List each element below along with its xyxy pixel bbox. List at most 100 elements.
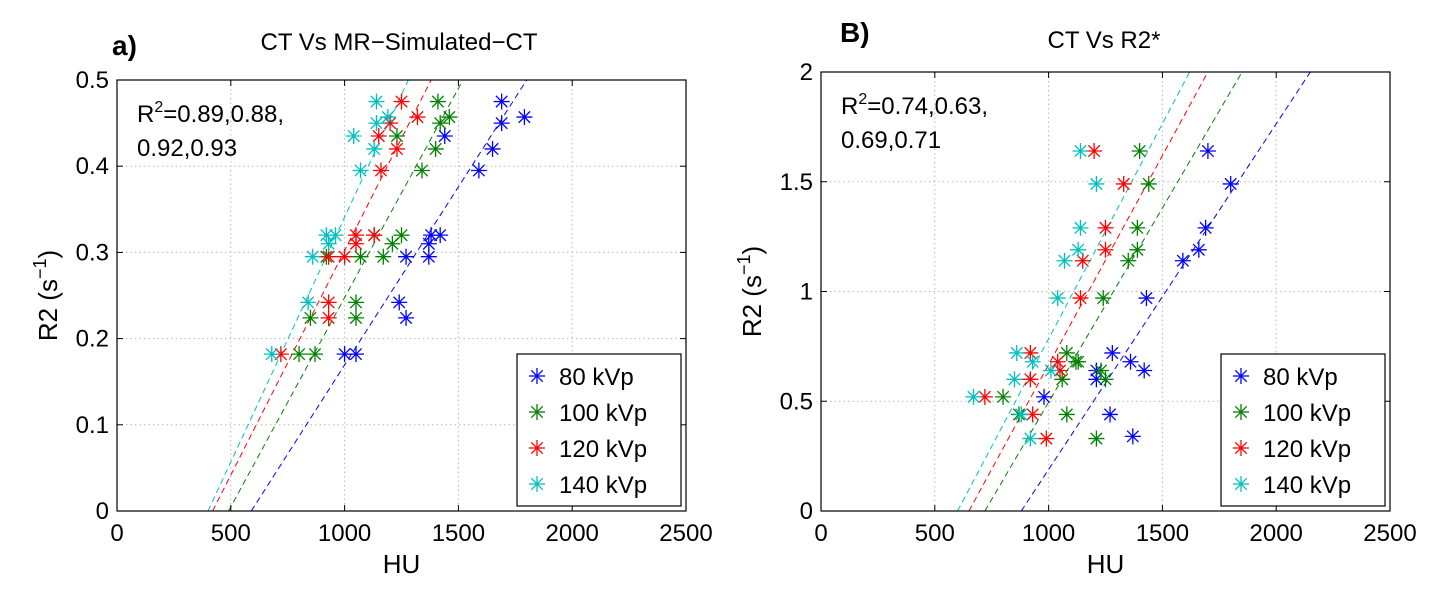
- legend: 80 kVp 100 kVp 120 kVp 140 kVp: [1220, 353, 1386, 507]
- data-point: [336, 248, 353, 265]
- legend-box: [516, 353, 682, 507]
- data-point: [995, 388, 1012, 405]
- x-tick-label: 500: [211, 520, 251, 547]
- panel-label: a): [112, 30, 137, 61]
- r-squared-exponent: 2: [154, 99, 163, 116]
- data-point: [1072, 143, 1089, 160]
- r-squared-values: =0.89,0.88,: [163, 101, 284, 128]
- data-point: [320, 294, 337, 311]
- x-tick-label: 2500: [659, 520, 712, 547]
- data-point: [1072, 290, 1089, 307]
- fit-line: [1020, 72, 1311, 511]
- x-tick-label: 2000: [546, 520, 599, 547]
- fit-line: [968, 72, 1209, 511]
- data-point: [368, 115, 385, 132]
- data-point: [493, 115, 510, 132]
- legend: 80 kVp 100 kVp 120 kVp 140 kVp: [516, 353, 682, 507]
- data-point: [1049, 290, 1066, 307]
- x-tick-label: 0: [110, 520, 123, 547]
- panel-b: B) CT Vs R2* 0 500 1000 1500 2000 2500 0 0.5 1 1…: [734, 17, 1417, 579]
- data-point: [370, 128, 387, 145]
- data-point: [1174, 252, 1191, 269]
- data-point: [1222, 175, 1239, 192]
- data-point: [1129, 241, 1146, 258]
- data-point: [307, 346, 324, 363]
- y-tick-label: 0.5: [76, 67, 109, 94]
- data-point: [373, 162, 390, 179]
- data-point: [366, 227, 383, 244]
- x-tick-label: 0: [814, 520, 827, 547]
- data-point: [1024, 353, 1041, 370]
- legend-marker: [1233, 476, 1249, 492]
- data-point: [320, 235, 337, 252]
- data-point: [1088, 430, 1105, 447]
- x-tick-label: 1500: [432, 520, 485, 547]
- legend-marker: [529, 476, 545, 492]
- data-point: [1197, 219, 1214, 236]
- fit-line: [984, 72, 1243, 511]
- data-point: [263, 346, 280, 363]
- legend-marker: [529, 368, 545, 384]
- data-point: [1074, 252, 1091, 269]
- legend-marker: [1233, 440, 1249, 456]
- data-point: [300, 294, 317, 311]
- r-squared-values: =0.74,0.63,: [867, 93, 988, 120]
- data-point: [1190, 241, 1207, 258]
- y-axis-label-exponent: −1: [734, 255, 754, 276]
- x-tick-labels: 0 500 1000 1500 2000 2500: [814, 520, 1416, 547]
- x-tick-label: 1000: [1022, 520, 1075, 547]
- r-squared-symbol: R: [841, 93, 858, 120]
- x-tick-labels: 0 500 1000 1500 2000 2500: [110, 520, 712, 547]
- x-tick-label: 500: [915, 520, 955, 547]
- y-axis-label: R2 (s−1): [734, 246, 767, 337]
- data-point: [345, 128, 362, 145]
- y-axis-label-exponent: −1: [30, 259, 50, 280]
- data-point: [291, 346, 308, 363]
- data-point: [484, 140, 501, 157]
- data-point: [304, 248, 321, 265]
- r-squared-annotation-line1: R2=0.89,0.88,: [137, 99, 284, 128]
- data-point: [470, 162, 487, 179]
- data-point: [420, 235, 437, 252]
- data-point: [393, 93, 410, 110]
- data-point: [320, 309, 337, 326]
- legend-label: 120 kVp: [559, 436, 647, 463]
- y-tick-label: 0.4: [76, 153, 109, 180]
- data-point: [1022, 371, 1039, 388]
- data-point: [432, 115, 449, 132]
- y-tick-label: 1.5: [780, 169, 813, 196]
- data-point: [366, 140, 383, 157]
- data-point: [1070, 241, 1087, 258]
- y-axis-label-text: R2 (s: [737, 275, 767, 337]
- y-tick-label: 0: [800, 498, 813, 525]
- x-tick-label: 1500: [1136, 520, 1189, 547]
- data-point: [1008, 344, 1025, 361]
- data-point: [1038, 430, 1055, 447]
- data-point: [1042, 362, 1059, 379]
- data-point: [398, 309, 415, 326]
- data-point: [391, 294, 408, 311]
- legend-label: 140 kVp: [559, 472, 647, 499]
- x-axis-label: HU: [383, 549, 421, 579]
- data-point: [388, 140, 405, 157]
- y-tick-label: 0.5: [780, 388, 813, 415]
- plot-frame: [116, 79, 687, 512]
- data-point: [1056, 252, 1073, 269]
- data-point: [1140, 175, 1157, 192]
- data-point: [388, 128, 405, 145]
- y-tick-labels: 0 0.5 1 1.5 2: [780, 59, 813, 525]
- y-tick-label: 0: [96, 498, 109, 525]
- data-point: [1122, 353, 1139, 370]
- data-point: [1097, 371, 1114, 388]
- data-point: [1129, 219, 1146, 236]
- data-point: [976, 388, 993, 405]
- fit-lines: [957, 72, 1311, 511]
- data-point: [409, 109, 426, 126]
- data-point: [347, 227, 364, 244]
- data-point: [336, 346, 353, 363]
- data-point: [965, 388, 982, 405]
- r-squared-exponent: 2: [858, 91, 867, 108]
- y-tick-label: 0.2: [76, 326, 109, 353]
- panel-a: a) CT Vs MR−Simulated−CT 0 500 1000 1500 200…: [30, 29, 713, 579]
- x-tick-label: 1000: [318, 520, 371, 547]
